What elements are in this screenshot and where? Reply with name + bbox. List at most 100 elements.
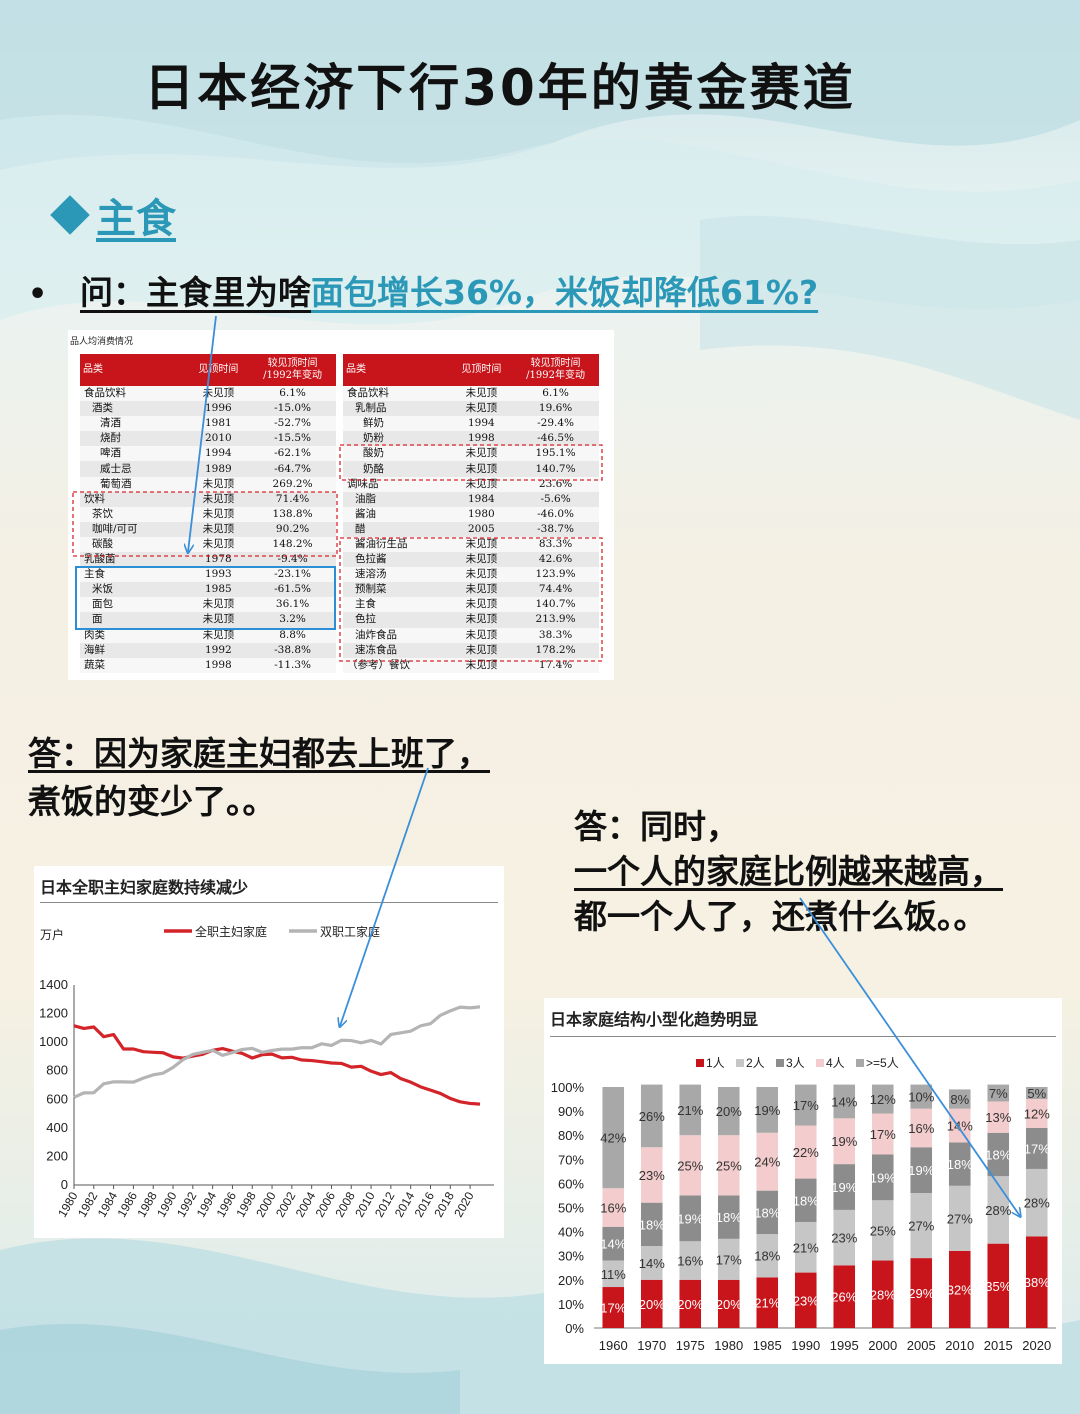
y-axis-unit: 万户 xyxy=(40,927,64,942)
x-tick-label: 1990 xyxy=(791,1338,820,1353)
table-cell-category: 速冻食品 xyxy=(343,642,451,658)
bar-segment xyxy=(717,1135,740,1196)
table-cell-peak: 未见顶 xyxy=(187,597,250,613)
table-row: 酸奶 未见顶 195.1% xyxy=(343,446,599,462)
table-cell-change: -61.5% xyxy=(249,582,336,598)
bar-data-label: 25% xyxy=(870,1223,896,1238)
bar-segment xyxy=(1025,1099,1048,1128)
bar-segment xyxy=(794,1221,817,1273)
table-cell-change: 38.3% xyxy=(512,627,599,643)
bar-segment xyxy=(640,1279,663,1328)
bar-segment xyxy=(640,1147,663,1203)
table-cell-peak: 未见顶 xyxy=(450,386,513,402)
table-row: 米饭 1985 -61.5% xyxy=(80,582,336,598)
page-title: 日本经济下行30年的黄金赛道 xyxy=(144,59,856,117)
table-cell-peak: 1998 xyxy=(187,657,250,673)
series-line-housewife xyxy=(73,1024,481,1106)
bar-segment xyxy=(987,1243,1010,1328)
x-tick-label: 1996 xyxy=(214,1189,240,1219)
table-cell-category: 威士忌 xyxy=(80,461,188,477)
y-tick-label: 0% xyxy=(565,1321,584,1336)
table-row: 主食 未见顶 140.7% xyxy=(343,597,599,613)
table-cell-peak: 未见顶 xyxy=(450,552,513,568)
table-cell-category: 茶饮 xyxy=(80,506,188,522)
bar-segment xyxy=(756,1190,779,1235)
bar-segment xyxy=(1025,1087,1048,1100)
legend-label: 3人 xyxy=(786,1056,805,1070)
x-tick-label: 2012 xyxy=(372,1189,398,1219)
bar-data-label: 8% xyxy=(950,1092,969,1107)
table-row: 烧酎 2010 -15.5% xyxy=(80,431,336,447)
y-tick-label: 200 xyxy=(46,1148,68,1163)
table-caption: 品人均消费情况 xyxy=(70,337,134,347)
bar-data-label: 19% xyxy=(677,1211,703,1226)
table-cell-change: -15.0% xyxy=(249,401,336,417)
bar-chart-title: 日本家庭结构小型化趋势明显 xyxy=(550,1010,759,1029)
bar-data-label: 18% xyxy=(639,1217,665,1232)
table-cell-change: 19.6% xyxy=(512,401,599,417)
x-tick-label: 2005 xyxy=(907,1338,936,1353)
bar-data-label: 24% xyxy=(754,1155,780,1170)
table-cell-category: 酸奶 xyxy=(343,446,451,462)
bar-data-label: 29% xyxy=(908,1286,934,1301)
x-tick-label: 1960 xyxy=(599,1338,628,1353)
x-tick-label: 1970 xyxy=(637,1338,666,1353)
y-tick-label: 30% xyxy=(558,1249,584,1264)
bar-segment xyxy=(1025,1236,1048,1328)
table-cell-change: 6.1% xyxy=(512,386,599,402)
bar-data-label: 20% xyxy=(716,1104,742,1119)
answer-2-line2: 一个人的家庭比例越来越高， xyxy=(574,852,1003,891)
question-part2: 面包增长36%，米饭却降低61%? xyxy=(311,273,819,312)
legend-swatch xyxy=(776,1059,784,1067)
table-cell-change: 213.9% xyxy=(512,612,599,628)
table-cell-category: 烧酎 xyxy=(80,431,188,447)
table-cell-category: 酒类 xyxy=(80,401,188,417)
table-cell-category: 食品饮料 xyxy=(343,386,451,402)
table-cell-peak: 1993 xyxy=(187,567,250,583)
table-cell-category: 速溶汤 xyxy=(343,567,451,583)
table-row: 酱油 1980 -46.0% xyxy=(343,506,599,522)
table-cell-category: 咖啡/可可 xyxy=(80,521,188,537)
legend-swatch xyxy=(736,1059,744,1067)
table-header-cell: 较见顶时间 /1992年变动 xyxy=(249,354,336,386)
x-tick-label: 1985 xyxy=(753,1338,782,1353)
bar-data-label: 18% xyxy=(947,1157,973,1172)
x-tick-label: 2000 xyxy=(868,1338,897,1353)
table-row: 色拉 未见顶 213.9% xyxy=(343,612,599,628)
section-label: 主食 xyxy=(96,196,176,242)
answer-2-line1: 答：同时， xyxy=(574,807,739,846)
y-tick-label: 1000 xyxy=(39,1034,68,1049)
bar-segment xyxy=(756,1132,779,1191)
line-chart-title: 日本全职主妇家庭数持续减少 xyxy=(40,878,249,897)
drinks-highlight-box xyxy=(72,491,338,557)
table-cell-change: 138.8% xyxy=(249,506,336,522)
bar-segment xyxy=(640,1246,663,1280)
bar-segment xyxy=(640,1202,663,1247)
table-cell-peak: 1994 xyxy=(450,416,513,432)
table-cell-change: 6.1% xyxy=(249,386,336,402)
table-cell-change: -29.4% xyxy=(512,416,599,432)
table-highlight-boxes xyxy=(72,444,603,662)
y-tick-label: 0 xyxy=(61,1177,68,1192)
legend-swatch xyxy=(696,1059,704,1067)
table-cell-peak: 未见顶 xyxy=(450,612,513,628)
bar-data-label: 27% xyxy=(947,1211,973,1226)
bar-data-label: 14% xyxy=(831,1094,857,1109)
table-row: 酱油衍生品 未见顶 83.3% xyxy=(343,536,599,553)
table-cell-category: 油脂 xyxy=(343,491,451,507)
table-cell-peak: 未见顶 xyxy=(450,536,513,553)
table-cell-change: -46.0% xyxy=(512,506,599,522)
legend-label: 1人 xyxy=(706,1056,725,1070)
bar-segment xyxy=(756,1277,779,1328)
table-cell-peak: 未见顶 xyxy=(450,401,513,417)
bar-data-label: 28% xyxy=(870,1287,896,1302)
bar-chart-svg: 0% 10% 20% 30% 40% 50% 60% 70% 80% 90% 100% 1人 2人 3人 4… xyxy=(551,1056,1056,1353)
table-row: 醋 2005 -38.7% xyxy=(343,521,599,537)
table-cell-peak: 1980 xyxy=(450,506,513,522)
bar-data-label: 12% xyxy=(870,1092,896,1107)
legend-swatch xyxy=(816,1059,824,1067)
table-cell-category: 色拉 xyxy=(343,612,451,628)
table-cell-change: 90.2% xyxy=(249,521,336,537)
table-row: 油脂 1984 -5.6% xyxy=(343,491,599,507)
bar-segment xyxy=(602,1087,625,1189)
